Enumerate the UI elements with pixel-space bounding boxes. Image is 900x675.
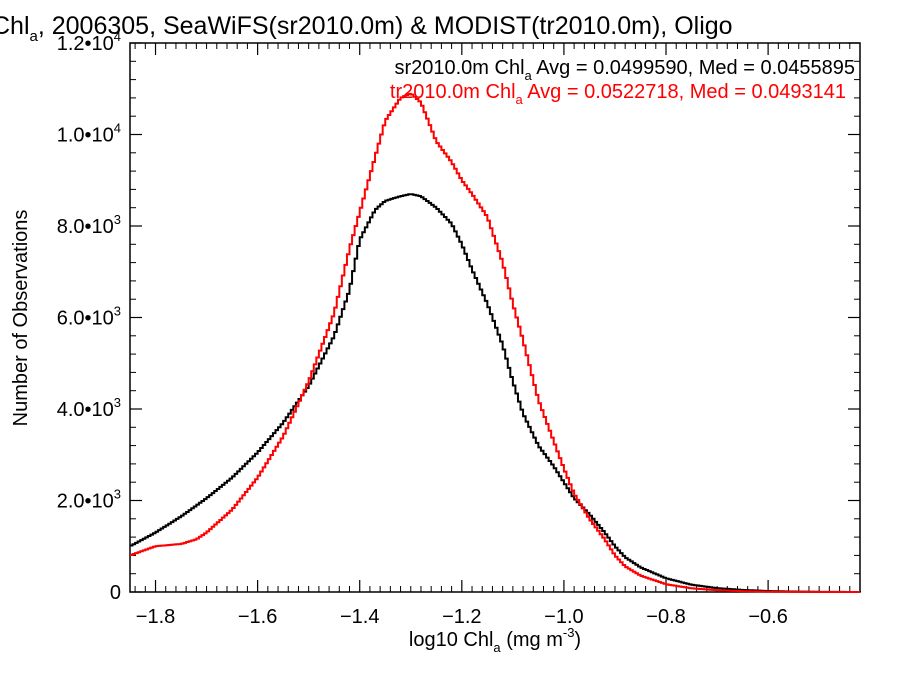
y-tick-label: 1.2•104	[57, 29, 121, 55]
x-axis-title: log10 Chla (mg m-3)	[409, 625, 581, 655]
x-tick-label: −1.4	[340, 606, 379, 628]
y-tick-label-base: 8.0•10	[57, 216, 114, 238]
y-tick-label: 1.0•104	[57, 121, 121, 147]
legend-entry-tr2010-suffix: Avg = 0.0522718, Med = 0.0493141	[523, 81, 846, 103]
x-axis-title-unit-end: )	[574, 629, 581, 651]
y-tick-label-exponent: 3	[114, 487, 121, 502]
y-tick-label-base: 4.0•10	[57, 399, 114, 421]
y-axis-ticks: 02.0•1034.0•1036.0•1038.0•1031.0•1041.2•…	[57, 29, 860, 604]
legend-entry-tr2010-subscript: a	[516, 92, 524, 107]
y-tick-label-exponent: 3	[114, 212, 121, 227]
y-tick-label-base: 2.0•10	[57, 491, 114, 513]
x-tick-label: −1.2	[442, 606, 481, 628]
y-tick-label: 4.0•103	[57, 395, 121, 421]
y-tick-label: 0	[110, 582, 121, 604]
x-tick-label: −0.8	[646, 606, 685, 628]
x-axis-title-subscript: a	[493, 640, 501, 655]
series-sr2010-line	[130, 193, 861, 593]
plot-frame	[129, 42, 861, 593]
legend-entry-tr2010: tr2010.0m Chla Avg = 0.0522718, Med = 0.…	[390, 81, 846, 107]
legend-entry-tr2010-prefix: tr2010.0m Chl	[390, 81, 516, 103]
y-tick-label-base: 0	[110, 582, 121, 604]
x-axis-title-main: log10 Chl	[409, 629, 494, 651]
x-tick-label: −1.6	[238, 606, 277, 628]
x-tick-label: −1.8	[136, 606, 175, 628]
x-axis-ticks: −1.8 −1.6 −1.4 −1.2 −1.0 −0.8 −0.6	[134, 43, 861, 628]
legend-entry-sr2010-subscript: a	[525, 68, 533, 83]
legend-entry-sr2010-prefix: sr2010.0m Chl	[394, 57, 524, 79]
legend-entry-sr2010-suffix: Avg = 0.0499590, Med = 0.0455895	[532, 57, 855, 79]
y-tick-label: 8.0•103	[57, 212, 121, 238]
chart-title-rest: , 2006305, SeaWiFS(sr2010.0m) & MODIST(t…	[38, 12, 733, 40]
y-tick-label-base: 1.2•10	[57, 33, 114, 55]
x-axis-title-unit: (mg m	[501, 629, 563, 651]
y-tick-label: 6.0•103	[57, 304, 121, 330]
y-tick-label: 2.0•103	[57, 487, 121, 513]
chart-title: Chla, 2006305, SeaWiFS(sr2010.0m) & MODI…	[0, 12, 733, 45]
y-tick-label-base: 1.0•10	[57, 125, 114, 147]
y-tick-label-exponent: 4	[114, 121, 121, 136]
x-tick-label: −1.0	[544, 606, 583, 628]
y-tick-label-exponent: 3	[114, 304, 121, 319]
y-tick-label-exponent: 3	[114, 395, 121, 410]
series-tr2010-line	[130, 92, 860, 593]
chart-title-subscript: a	[30, 28, 39, 45]
series-layer	[130, 92, 861, 593]
y-axis-title: Number of Observations	[10, 210, 32, 427]
x-axis-title-unit-superscript: -3	[563, 625, 575, 640]
chart-title-main: Chl	[0, 12, 30, 40]
y-tick-label-base: 6.0•10	[57, 308, 114, 330]
legend-entry-sr2010: sr2010.0m Chla Avg = 0.0499590, Med = 0.…	[394, 57, 855, 83]
x-tick-label: −0.6	[748, 606, 787, 628]
y-tick-label-exponent: 4	[114, 29, 121, 44]
